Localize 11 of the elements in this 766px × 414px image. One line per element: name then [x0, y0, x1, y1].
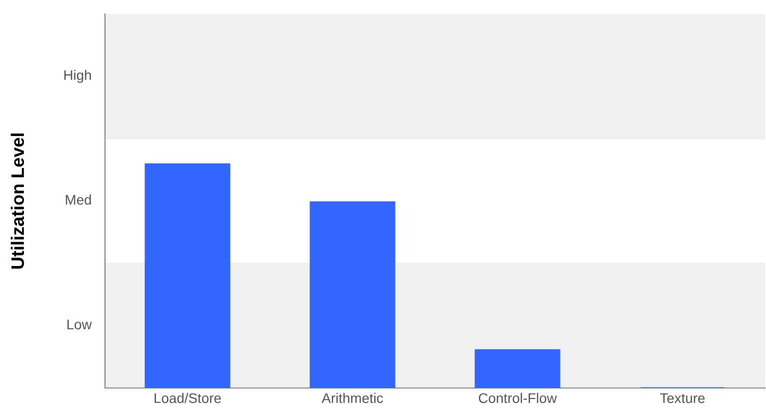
text: Med — [66, 194, 91, 205]
y-axis-title: Utilization Level — [10, 134, 24, 269]
text: High — [64, 70, 91, 83]
text: Low — [67, 320, 92, 330]
bar — [474, 349, 560, 388]
bar — [310, 201, 396, 388]
bar — [144, 163, 230, 388]
x-tick-label: Arithmetic — [322, 392, 384, 404]
x-tick-label: Load/Store — [154, 392, 221, 404]
x-tick-label: Control-Flow — [478, 392, 557, 404]
x-tick-label: Texture — [660, 393, 705, 404]
